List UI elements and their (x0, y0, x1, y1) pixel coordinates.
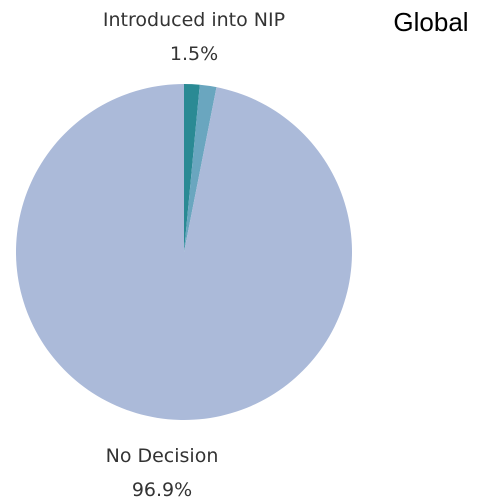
slice-value-no-decision: 96.9% (132, 479, 192, 501)
slice-label-no-decision: No Decision (106, 445, 219, 467)
pie-slices (15, 84, 352, 420)
pie-slice-2 (15, 84, 352, 420)
pie-slice-0 (184, 84, 200, 252)
slice-label-bottom: No Decision 96.9% (106, 445, 219, 501)
slice-label-introduced: Introduced into NIP (103, 9, 285, 31)
slice-label-top: Introduced into NIP 1.5% (103, 9, 285, 65)
pie-slice-1 (184, 84, 217, 252)
chart-title: Global (393, 7, 468, 37)
slice-value-introduced: 1.5% (170, 43, 218, 65)
